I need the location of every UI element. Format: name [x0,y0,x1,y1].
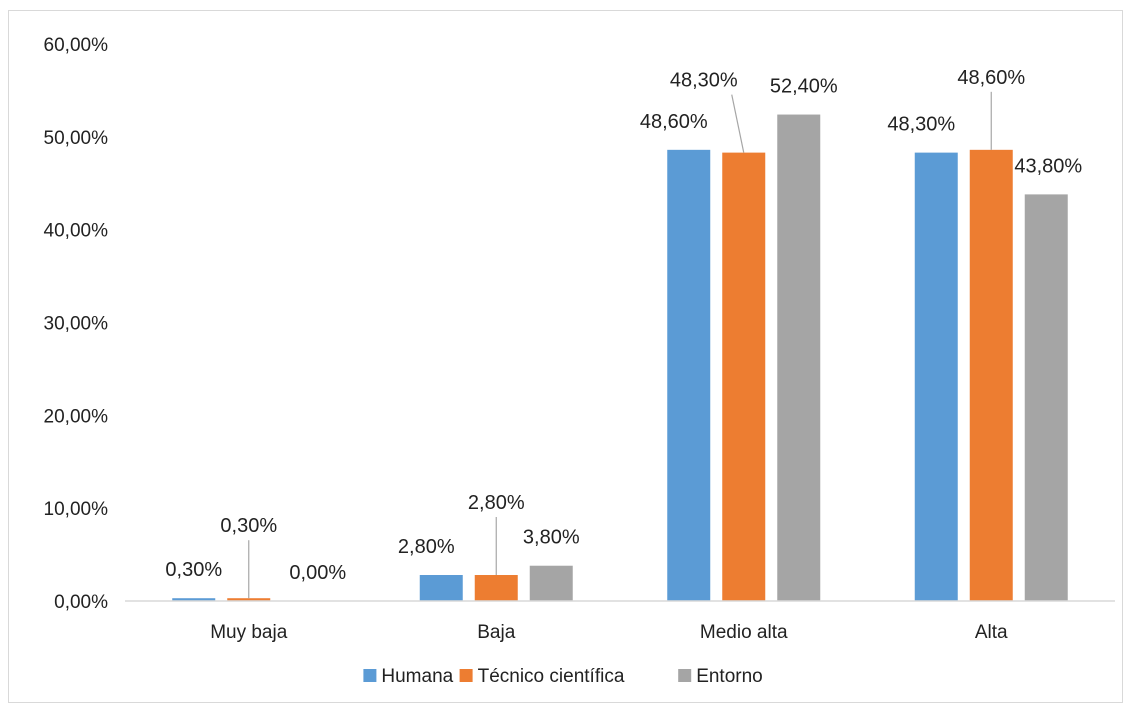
x-tick-label: Muy baja [210,622,288,643]
y-tick-label: 40,00% [44,221,109,242]
bar-tecnico-cientifica-baja [474,575,518,601]
bar-humana-alta [914,152,958,602]
label-leader-lines [248,91,992,599]
data-label: 2,80% [468,492,525,514]
data-label: 3,80% [523,527,580,549]
x-tick-label: Medio alta [700,622,788,643]
data-label: 48,30% [670,70,738,92]
data-labels: 0,30% 0,30% 0,00% 2,80% 2,80% 3,80% 48,60% 48,3… [165,67,1082,584]
data-label: 48,60% [957,67,1025,89]
y-tick-label: 20,00% [44,406,109,427]
data-label: 0,30% [165,559,222,581]
x-tick-label: Alta [975,622,1008,643]
y-tick-label: 10,00% [44,499,109,520]
legend-swatch-tecnico-cientifica [459,669,473,682]
bar-entorno-baja [529,565,573,601]
data-label: 52,40% [770,76,838,98]
legend-label-entorno: Entorno [696,666,763,687]
bars [172,114,1068,602]
y-tick-label: 30,00% [44,314,109,335]
y-tick-label: 0,00% [54,592,108,613]
bar-entorno-medio-alta [777,114,821,601]
data-label: 0,00% [289,562,346,584]
y-tick-label: 60,00% [44,35,109,56]
x-axis: Muy baja Baja Medio alta Alta [210,622,1008,643]
data-label: 48,30% [887,114,955,136]
bar-humana-muy-baja [172,598,216,601]
data-label: 43,80% [1014,155,1082,177]
data-label: 0,30% [220,515,277,537]
bar-humana-medio-alta [667,149,711,601]
x-tick-label: Baja [477,622,515,643]
y-axis: 0,00% 10,00% 20,00% 30,00% 40,00% 50,00% 60,00… [44,35,109,613]
bar-tecnico-cientifica-muy-baja [227,598,271,601]
legend-swatch-entorno [678,669,692,682]
y-tick-label: 50,00% [44,128,109,149]
legend: Humana Técnico científica Entorno [363,666,763,687]
leader-line [731,94,745,153]
data-label: 2,80% [398,536,455,558]
legend-label-humana: Humana [381,666,453,687]
bar-entorno-alta [1024,194,1068,601]
bar-humana-baja [419,575,463,601]
data-label: 48,60% [640,111,708,133]
legend-swatch-humana [363,669,377,682]
legend-label-tecnico-cientifica: Técnico científica [478,666,625,687]
bar-tecnico-cientifica-medio-alta [722,152,766,602]
bar-tecnico-cientifica-alta [969,149,1013,601]
